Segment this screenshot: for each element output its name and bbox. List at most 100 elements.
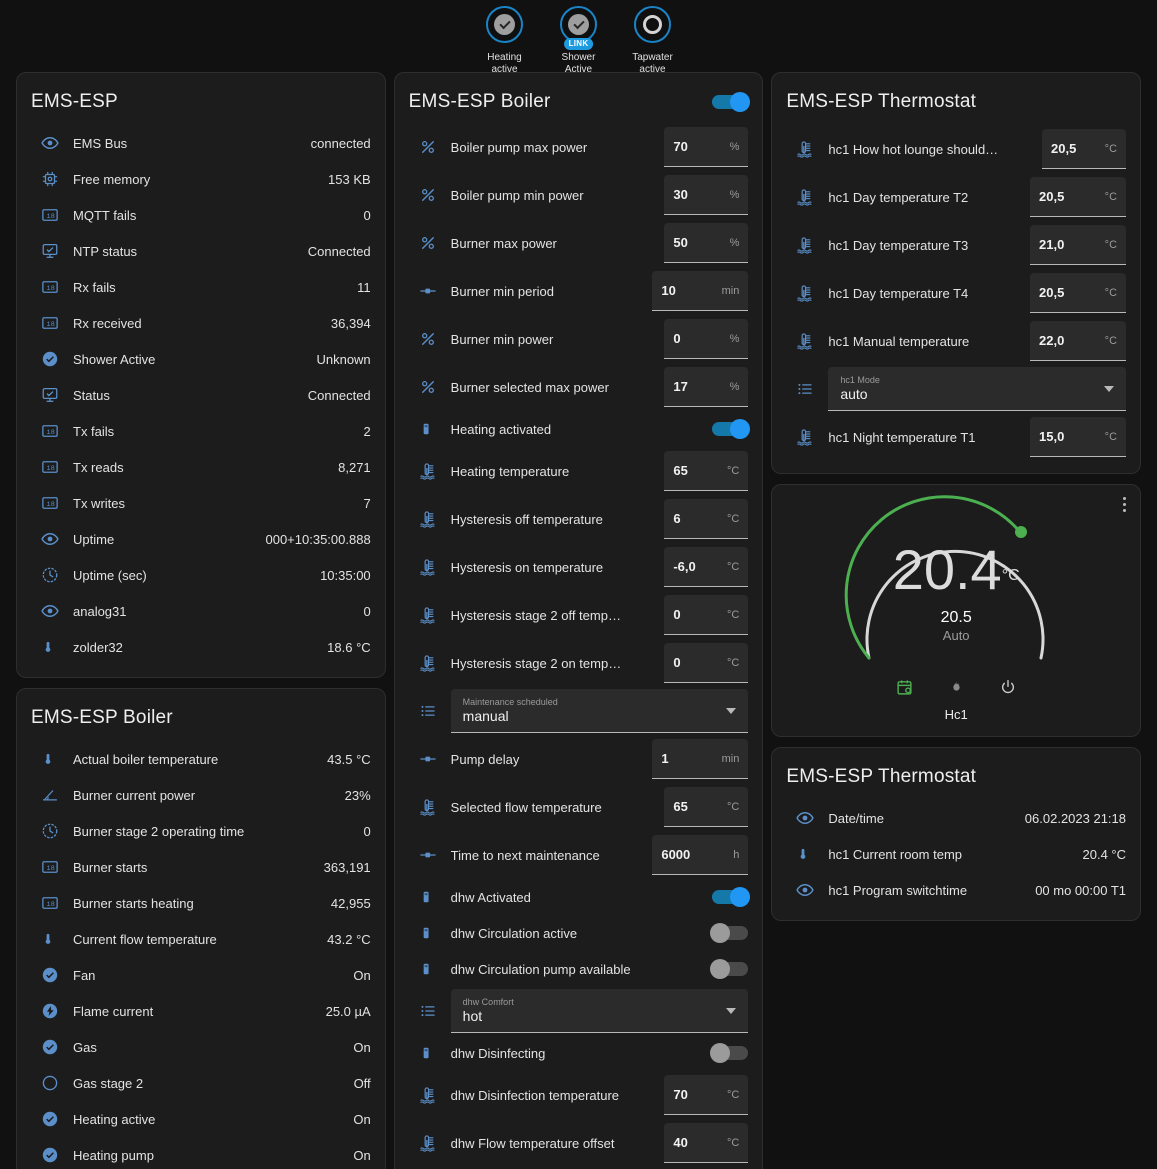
value-row: Burner stage 2 operating time 0 [31, 813, 371, 849]
number-input[interactable]: 65 °C [664, 787, 749, 827]
number-input[interactable]: 0 % [664, 319, 749, 359]
dial-icon-row [772, 679, 1140, 701]
status-chip-shower-active[interactable]: LINK Shower Active [548, 6, 610, 76]
row-label: dhw Circulation active [450, 925, 578, 941]
heating-active-ring[interactable] [486, 6, 523, 43]
number-input[interactable]: 65 °C [664, 451, 749, 491]
number-input[interactable]: 21,0 °C [1030, 225, 1127, 265]
number-input[interactable]: 1 min [652, 739, 749, 779]
value-row: 1 8 Burner starts 363,191 [31, 849, 371, 885]
row-value: 0 [363, 823, 371, 839]
boiler-status-rows: Actual boiler temperature 43.5 °C Burner c… [31, 741, 371, 1169]
row-label: EMS Bus [73, 135, 128, 151]
water-thermometer-icon [786, 188, 828, 206]
water-thermometer-icon [409, 462, 451, 480]
row-value: 18.6 °C [327, 639, 371, 655]
flame-icon[interactable] [949, 679, 964, 701]
row-label: Tx fails [73, 423, 115, 439]
kebab-menu-icon[interactable] [1123, 497, 1127, 512]
row-value: 2 [363, 423, 371, 439]
row-label: Burner starts [73, 859, 148, 875]
chevron-down-icon[interactable] [726, 1007, 737, 1014]
number-input[interactable]: 70 % [664, 127, 749, 167]
svg-text:8: 8 [51, 213, 55, 221]
eye-icon [41, 532, 59, 546]
value-row: zolder32 18.6 °C [31, 629, 371, 665]
number-input[interactable]: 6000 h [652, 835, 749, 875]
toggle-switch[interactable] [712, 419, 751, 439]
input-value: 20,5 [1051, 141, 1077, 156]
input-value: 0 [673, 655, 681, 670]
number-input[interactable]: 15,0 °C [1030, 417, 1127, 457]
number-input[interactable]: 0 °C [664, 595, 749, 635]
dial-label: Hc1 [944, 707, 968, 722]
column-middle: EMS-ESP Boiler Boiler pump max power 70 … [393, 72, 764, 1169]
check-circle-icon [42, 351, 58, 367]
dial-target-temp: 20.5 [940, 609, 972, 626]
row-label: Shower Active [73, 351, 156, 367]
water-thermometer-icon [419, 607, 435, 624]
check-icon [494, 14, 515, 35]
number-input[interactable]: 40 °C [664, 1123, 749, 1163]
number-input[interactable]: 6 °C [664, 499, 749, 539]
slider-icon [409, 282, 451, 300]
chevron-down-icon[interactable] [1104, 385, 1115, 392]
number-input[interactable]: 0 °C [664, 643, 749, 683]
row-value: 00 mo 00:00 T1 [1035, 882, 1127, 898]
water-thermometer-icon [409, 1086, 451, 1104]
water-thermometer-icon [409, 606, 451, 624]
status-chip-tapwater-active[interactable]: Tapwater active [622, 6, 684, 76]
number-input[interactable]: 10 min [652, 271, 749, 311]
thermostat-dial[interactable]: 20.4 °C 20.5 Auto [806, 495, 1106, 677]
boiler-master-toggle[interactable] [712, 92, 751, 112]
status-chip-heating-active[interactable]: Heating active [474, 6, 536, 76]
svg-text:1: 1 [47, 865, 51, 873]
value-row: Gas On [31, 1029, 371, 1065]
row-label: dhw Flow temperature offset [450, 1135, 615, 1151]
input-unit: % [729, 188, 740, 201]
row-label: Gas stage 2 [73, 1075, 144, 1091]
monitor-check-icon [31, 386, 73, 404]
calendar-clock-icon[interactable] [896, 679, 913, 701]
power-icon[interactable] [1000, 679, 1016, 701]
select-hc1-mode[interactable]: hc1 Mode auto [828, 367, 1127, 411]
card-ems-esp: EMS-ESP EMS Bus connected Free memory 153 K… [16, 72, 386, 678]
number-input[interactable]: 20,5 °C [1030, 177, 1127, 217]
input-unit: % [729, 332, 740, 345]
number-input[interactable]: 70 °C [664, 1075, 749, 1115]
toggle-switch[interactable] [710, 923, 749, 943]
slider-icon [409, 846, 451, 864]
chevron-down-icon[interactable] [726, 707, 737, 714]
number-input[interactable]: 22,0 °C [1030, 321, 1127, 361]
select-dhw-comfort[interactable]: dhw Comfort hot [450, 989, 749, 1033]
row-value: 11 [357, 279, 371, 295]
percent-icon [409, 330, 451, 348]
toggle-switch[interactable] [712, 887, 751, 907]
toggle-knob [730, 92, 751, 112]
select-maintenance-scheduled[interactable]: Maintenance scheduled manual [450, 689, 749, 733]
value-row: Fan On [31, 957, 371, 993]
number-input[interactable]: 17 % [664, 367, 749, 407]
input-value: 0 [673, 607, 681, 622]
list-icon [786, 380, 828, 398]
toggle-switch[interactable] [710, 959, 749, 979]
water-thermometer-icon [797, 141, 813, 158]
number-input[interactable]: 30 % [664, 175, 749, 215]
row-label: hc1 Night temperature T1 [828, 429, 976, 445]
toggle-switch[interactable] [710, 1043, 749, 1063]
shower-active-ring[interactable]: LINK [560, 6, 597, 50]
number-input[interactable]: 50 % [664, 223, 749, 263]
select-value: hot [462, 1007, 483, 1024]
number-input[interactable]: 20,5 °C [1042, 129, 1127, 169]
chip-icon [42, 171, 58, 187]
card-boiler-controls: EMS-ESP Boiler Boiler pump max power 70 … [393, 72, 764, 1169]
row-label: hc1 Day temperature T3 [828, 237, 969, 253]
input-value: 40 [673, 1135, 688, 1150]
column-right: EMS-ESP Thermostat hc1 How hot lounge sh… [771, 72, 1142, 921]
toggle-row: dhw Disinfecting [409, 1035, 749, 1071]
row-label: hc1 Day temperature T4 [828, 285, 969, 301]
number-input[interactable]: -6,0 °C [664, 547, 749, 587]
tapwater-active-ring[interactable] [634, 6, 671, 43]
number-input[interactable]: 20,5 °C [1030, 273, 1127, 313]
